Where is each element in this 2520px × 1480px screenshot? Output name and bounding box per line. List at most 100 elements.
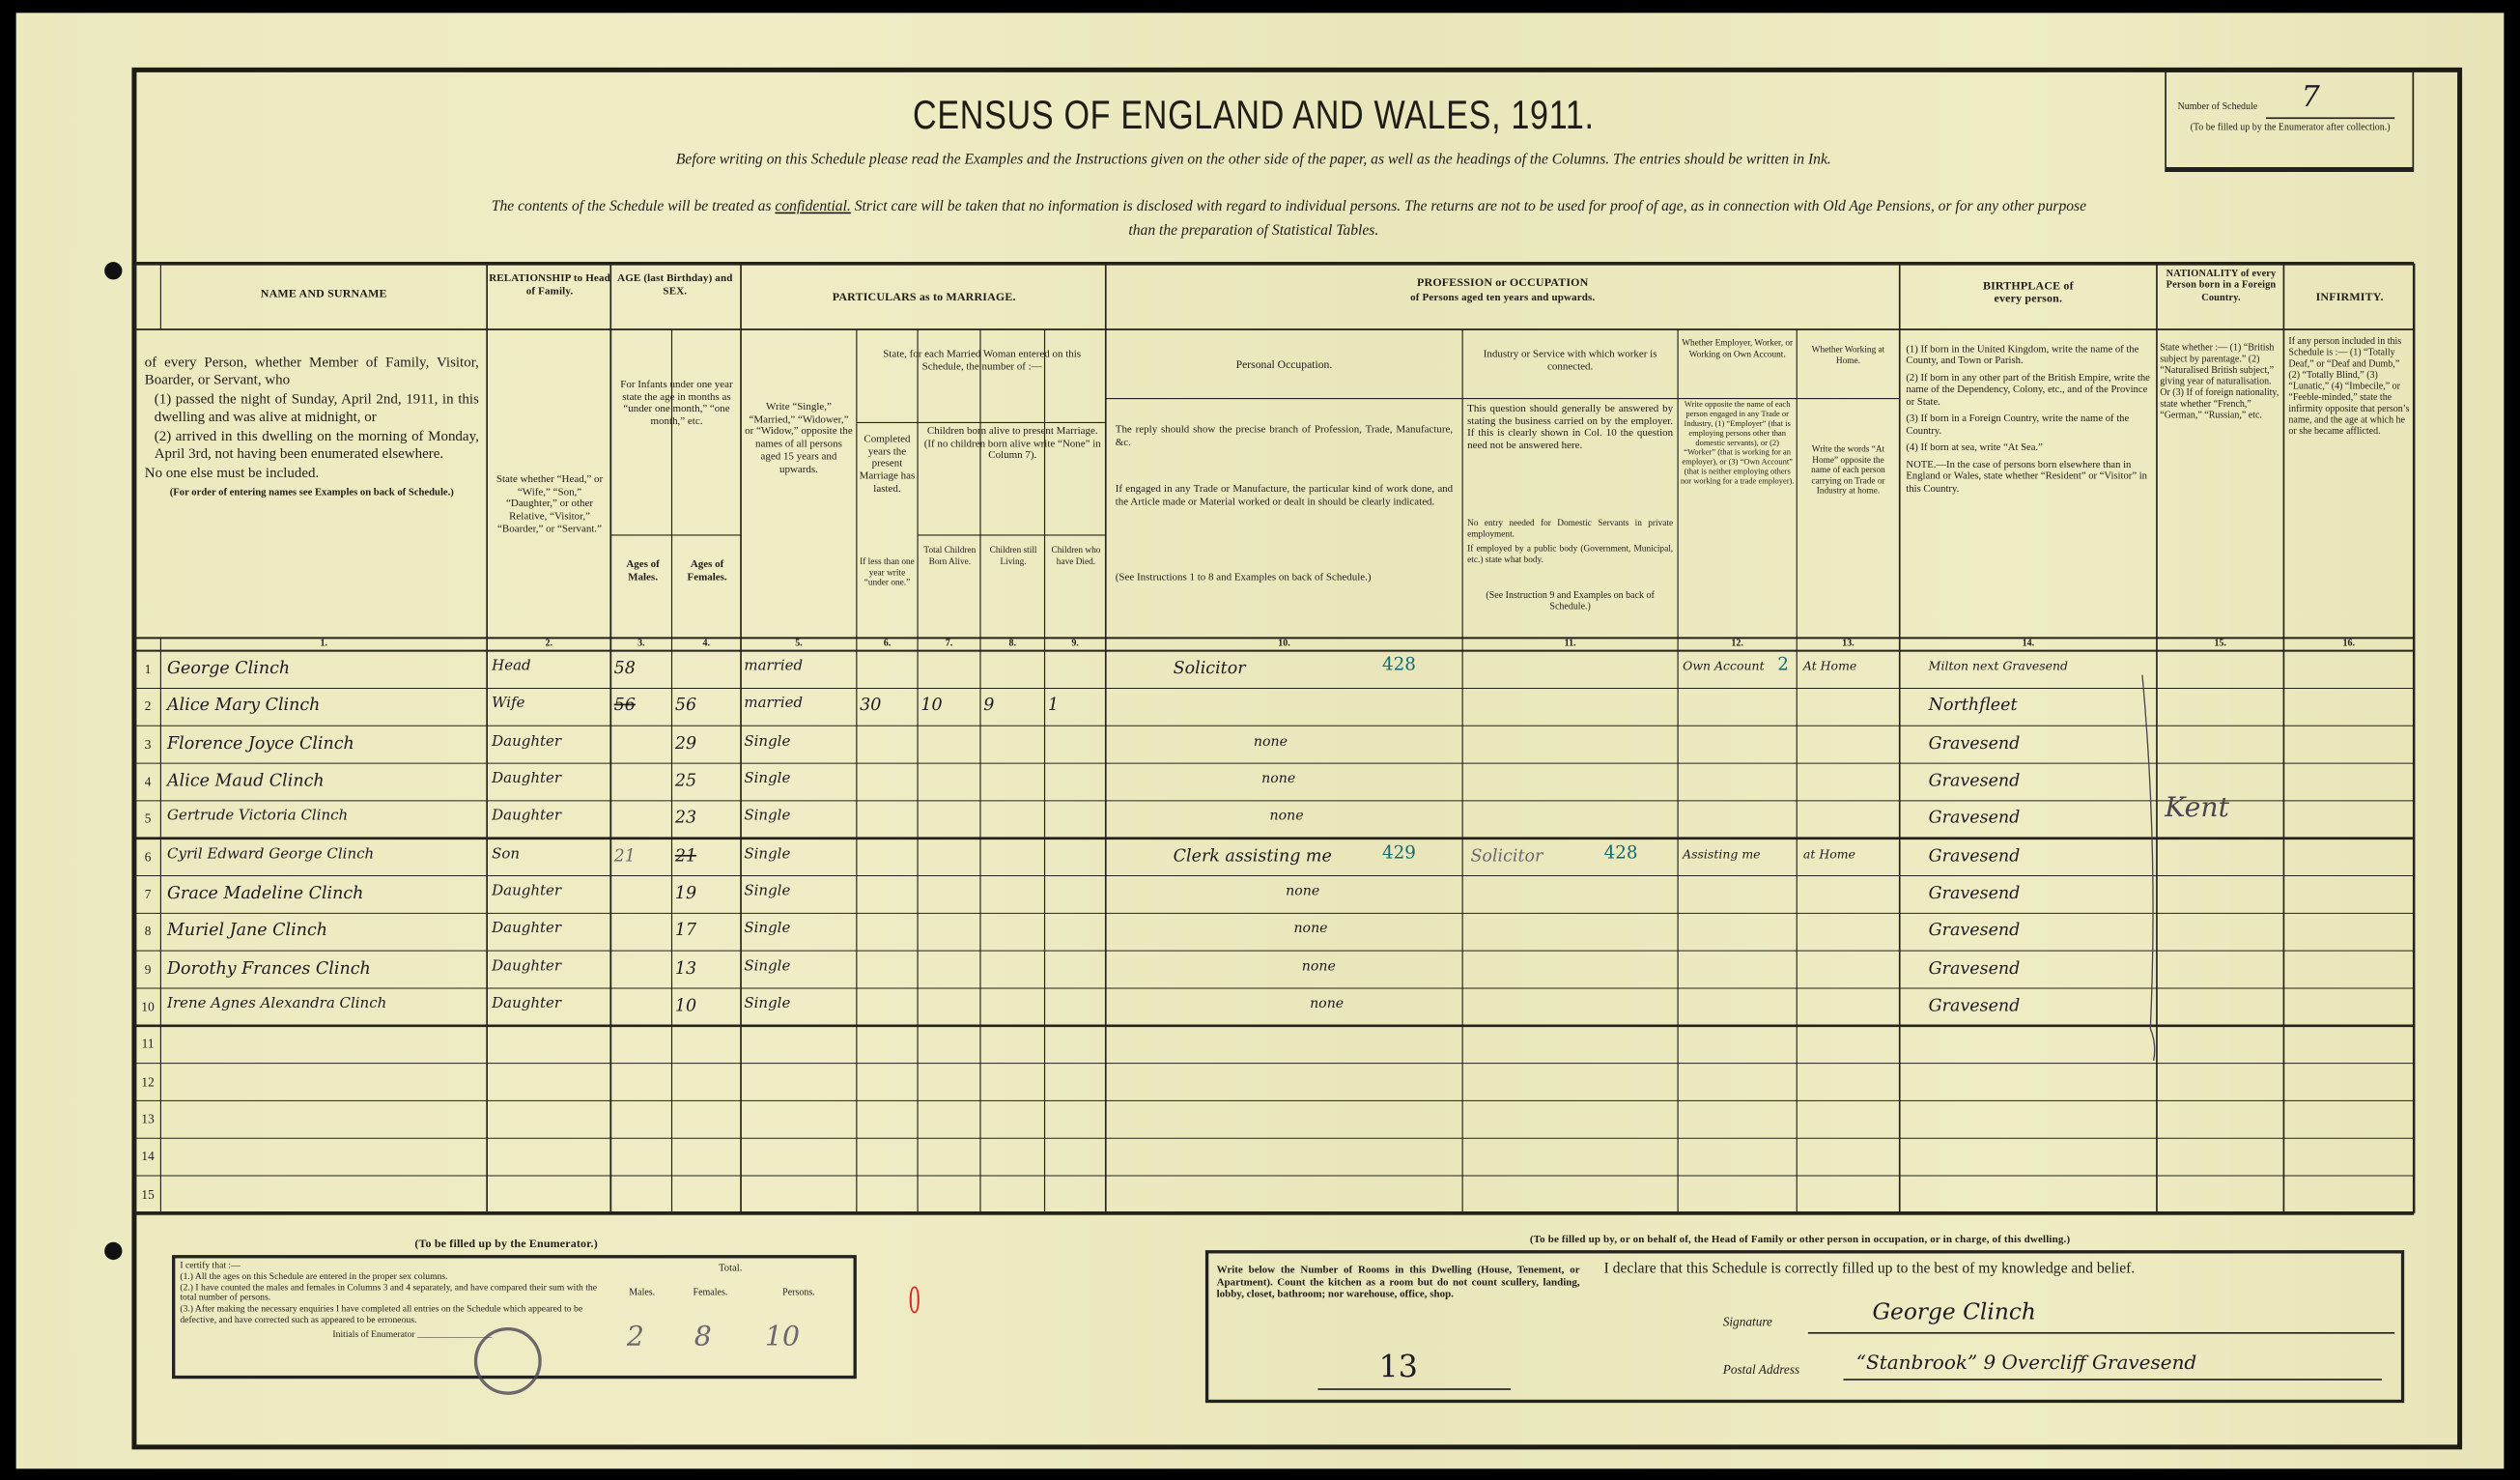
- row-number: 10: [141, 999, 155, 1014]
- header-profession: PROFESSION or OCCUPATION: [1417, 276, 1589, 290]
- birthplace-instruction-4: (4) If born at sea, write “At Sea.”: [1906, 442, 2043, 454]
- person-name: Grace Madeline Clinch: [167, 883, 364, 903]
- birthplace-brace: [2141, 674, 2156, 1061]
- children-living-label: Children still Living.: [989, 546, 1037, 567]
- signature: George Clinch: [1872, 1299, 2036, 1326]
- birthplace-instructions: (1) If born in the United Kingdom, write…: [1906, 344, 2150, 496]
- header-age: AGE (last Birthday) and SEX.: [617, 272, 733, 298]
- industry-or-service: Solicitor: [1470, 846, 1543, 867]
- marital-condition: Single: [744, 771, 791, 788]
- person-name: Dorothy Frances Clinch: [167, 958, 371, 979]
- row-number: 6: [144, 849, 152, 865]
- relationship: Daughter: [492, 733, 562, 751]
- enumerator-initials-stamp: [473, 1326, 542, 1395]
- birthplace: Northfleet: [1928, 696, 2018, 716]
- column-number: 10.: [1278, 640, 1290, 650]
- children-died: 1: [1047, 696, 1059, 716]
- birthplace: Gravesend: [1928, 958, 2021, 979]
- birthplace: Gravesend: [1928, 846, 2021, 867]
- years-married-label: Completed years the present Marriage has…: [859, 434, 916, 496]
- employer-instructions: Write opposite the name of each person e…: [1680, 400, 1795, 487]
- age-female: 56: [674, 696, 697, 716]
- column-number: 11.: [1564, 640, 1576, 650]
- header-birthplace: BIRTHPLACE of every person.: [1982, 279, 2074, 306]
- schedule-number-label: Number of Schedule: [2177, 102, 2258, 113]
- column-number: 15.: [2214, 640, 2226, 650]
- years-married-note: If less than one year write “under one.”: [860, 557, 915, 588]
- row-number: 5: [144, 811, 152, 827]
- header-name: NAME AND SURNAME: [260, 287, 387, 301]
- person-name: Florence Joyce Clinch: [167, 733, 354, 754]
- employment-code: 2: [1777, 654, 1789, 675]
- header-profession-subtitle: of Persons aged ten years and upwards.: [1410, 292, 1596, 304]
- name-instructions: of every Person, whether Member of Famil…: [145, 354, 479, 498]
- person-name: Alice Mary Clinch: [167, 696, 321, 716]
- relationship: Son: [492, 846, 521, 863]
- age-male: 21: [613, 846, 636, 867]
- confidential-notice: The contents of the Schedule will be tre…: [148, 199, 2430, 216]
- birthplace: Gravesend: [1928, 733, 2021, 754]
- marital-condition: Single: [744, 846, 791, 863]
- header-nationality: NATIONALITY of every Person born in a Fo…: [2166, 268, 2277, 303]
- employment-status: Own Account: [1683, 658, 1765, 673]
- rooms-line: [1317, 1388, 1512, 1390]
- certify-label: I certify that :—: [180, 1261, 241, 1271]
- row-number: 11: [141, 1037, 155, 1052]
- confidential-text: The contents of the Schedule will be tre…: [491, 199, 776, 215]
- certify-item-1: (1.) All the ages on this Schedule are e…: [180, 1272, 448, 1283]
- personal-occupation: none: [1261, 771, 1296, 788]
- header-infirmity: INFIRMITY.: [2315, 291, 2384, 304]
- employment-status: Assisting me: [1683, 846, 1761, 862]
- children-born-alive-heading: Children born alive to present Marriage.…: [923, 425, 1101, 463]
- enumerator-heading: (To be filled up by the Enumerator.): [414, 1237, 598, 1251]
- males-total: 2: [626, 1321, 644, 1353]
- personal-occupation: none: [1269, 809, 1304, 825]
- relationship: Wife: [492, 696, 525, 713]
- birthplace: Gravesend: [1928, 921, 2021, 941]
- persons-total-label: Persons.: [782, 1289, 815, 1299]
- at-home-instructions: Write the words “At Home” opposite the n…: [1811, 444, 1885, 498]
- birthplace-instruction-1: (1) If born in the United Kingdom, write…: [1906, 343, 2139, 368]
- age-female: 17: [674, 921, 697, 941]
- occupation-code: 428: [1381, 654, 1416, 675]
- column-number: 14.: [2022, 640, 2035, 650]
- infirmity-instructions: If any person included in this Schedule …: [2288, 337, 2410, 438]
- marital-condition: married: [744, 696, 804, 713]
- personal-occupation: none: [1253, 733, 1288, 751]
- name-order-note: (For order of entering names see Example…: [169, 486, 454, 498]
- schedule-number-line: [2266, 117, 2395, 120]
- row-number: 8: [144, 925, 152, 939]
- enumerator-certification: I certify that :— (1.) All the ages on t…: [180, 1262, 603, 1341]
- personal-occupation: none: [1301, 958, 1336, 976]
- rooms-instruction: Write below the Number of Rooms in this …: [1216, 1265, 1580, 1301]
- marital-condition-instructions: Write “Single,” “Married,” “Widower,” or…: [745, 401, 853, 475]
- person-name: Muriel Jane Clinch: [167, 921, 328, 941]
- name-instruction-body: of every Person, whether Member of Famil…: [144, 353, 479, 387]
- person-name: Irene Agnes Alexandra Clinch: [167, 996, 387, 1012]
- birthplace: Gravesend: [1928, 996, 2021, 1016]
- birthplace: Milton next Gravesend: [1928, 658, 2069, 673]
- personal-occupation: none: [1310, 996, 1345, 1012]
- industry-instruction-3: If employed by a public body (Government…: [1467, 544, 1674, 565]
- signature-line: [1807, 1331, 2395, 1334]
- name-instruction-2: (2) arrived in this dwelling on the morn…: [154, 427, 479, 461]
- column-number: 8.: [1008, 640, 1017, 650]
- relationship: Daughter: [492, 921, 562, 938]
- number-of-rooms: 13: [1378, 1350, 1418, 1385]
- total-label: Total.: [719, 1263, 743, 1275]
- column-number: 4.: [702, 640, 711, 650]
- confidential-word: confidential.: [775, 199, 851, 215]
- row-number: 7: [144, 887, 152, 902]
- household-heading: (To be filled up by, or on behalf of, th…: [1529, 1234, 2071, 1246]
- ages-of-males-label: Ages of Males.: [626, 558, 660, 583]
- household-box: [1204, 1250, 2405, 1404]
- row-number: 3: [144, 736, 152, 752]
- age-female: 21: [674, 846, 697, 867]
- occupation-instruction-2: If engaged in any Trade or Manufacture, …: [1115, 483, 1454, 508]
- column-number: 9.: [1071, 640, 1079, 650]
- relationship: Daughter: [492, 771, 562, 788]
- age-male: 58: [613, 658, 636, 678]
- certify-item-2: (2.) I have counted the males and female…: [180, 1283, 598, 1304]
- column-number: 12.: [1731, 640, 1743, 650]
- row-number: 13: [141, 1112, 155, 1127]
